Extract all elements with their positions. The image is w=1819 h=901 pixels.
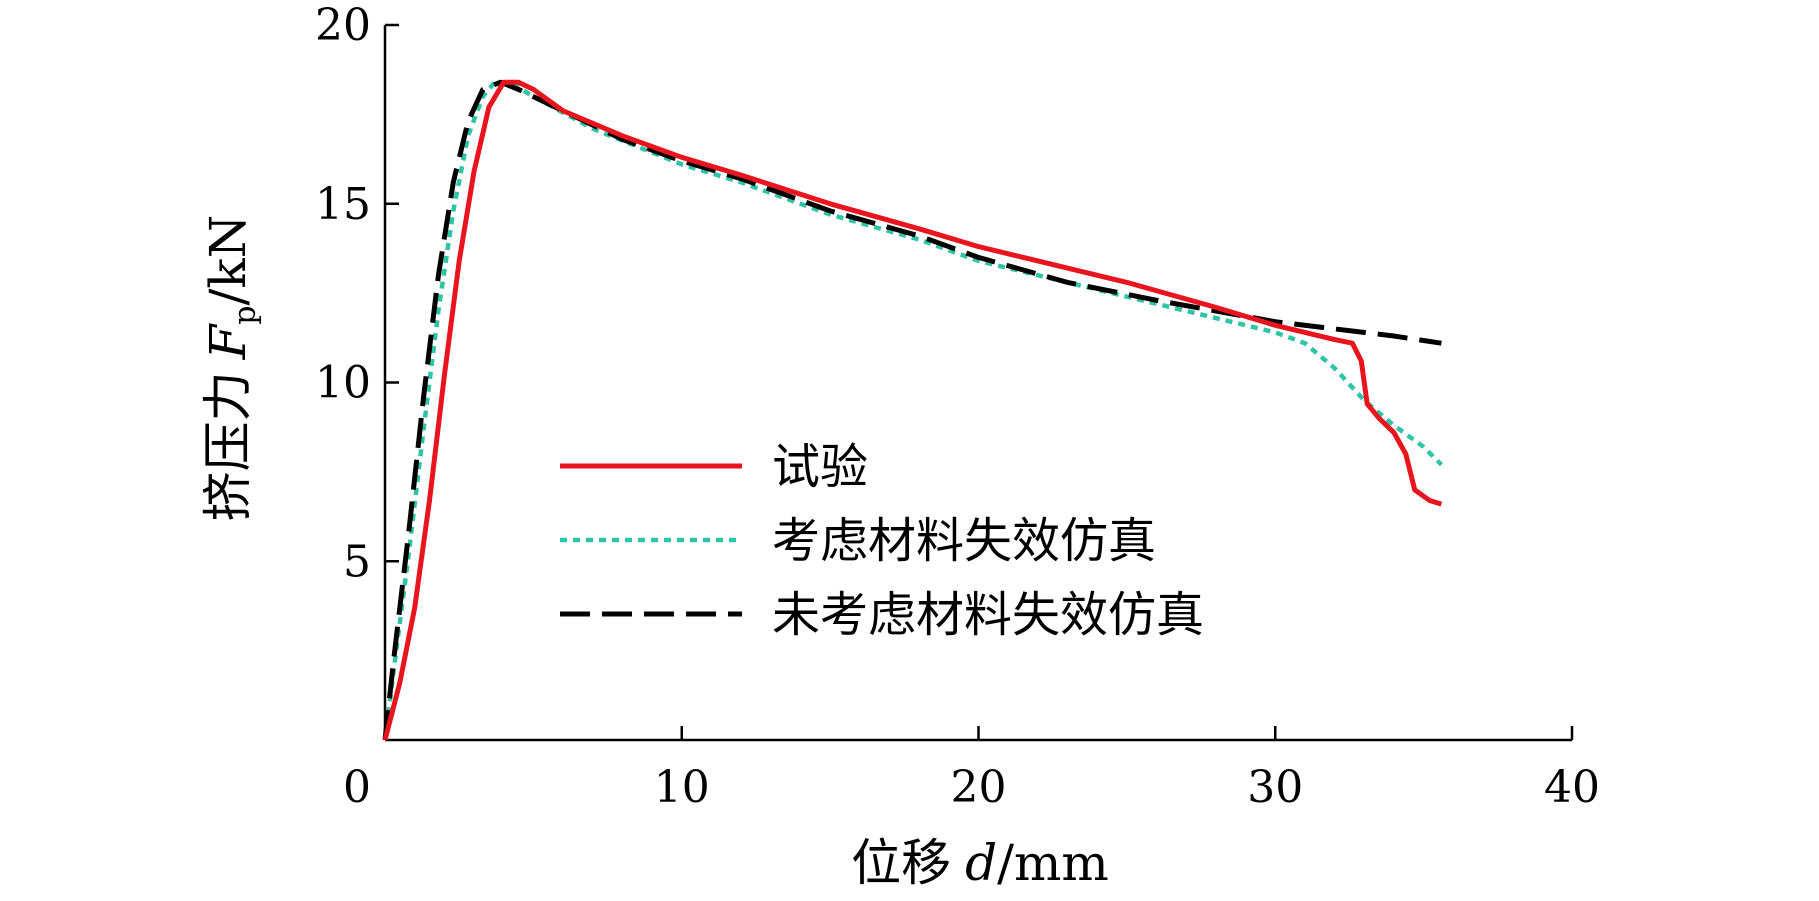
series-line-2 [382, 79, 1443, 741]
x-axis-label: 位移 d/mm [851, 834, 1109, 892]
y-axis-label-symbol: F [199, 322, 257, 360]
x-axis-label-symbol: d [965, 834, 997, 892]
y-axis-label-unit: /kN [199, 215, 257, 306]
y-axis-label-prefix: 挤压力 [199, 371, 257, 521]
y-tick-label: 20 [315, 0, 371, 51]
y-axis-label: 挤压力 Fp/kN [199, 215, 263, 522]
x-axis-label-prefix: 位移 [851, 834, 951, 892]
x-tick-label: 30 [1247, 762, 1303, 813]
x-axis-label-unit: /mm [997, 834, 1109, 892]
y-tick-label: 5 [343, 536, 371, 587]
legend-label-1: 试验 [772, 439, 868, 495]
legend-label-2: 考虑材料失效仿真 [772, 513, 1156, 569]
series-layer [382, 79, 1443, 741]
axes: 0 10 20 30 40 5 10 15 20 [315, 0, 1600, 813]
x-tick-label: 40 [1544, 762, 1600, 813]
y-tick-label: 10 [315, 358, 371, 409]
y-axis-label-subscript: p [228, 305, 263, 324]
x-tick-label: 0 [343, 762, 371, 813]
series-line-1 [382, 79, 1443, 741]
legend-label-3: 未考虑材料失效仿真 [772, 587, 1204, 643]
x-tick-label: 20 [951, 762, 1007, 813]
y-tick-label: 15 [315, 179, 371, 230]
x-tick-label: 10 [654, 762, 710, 813]
